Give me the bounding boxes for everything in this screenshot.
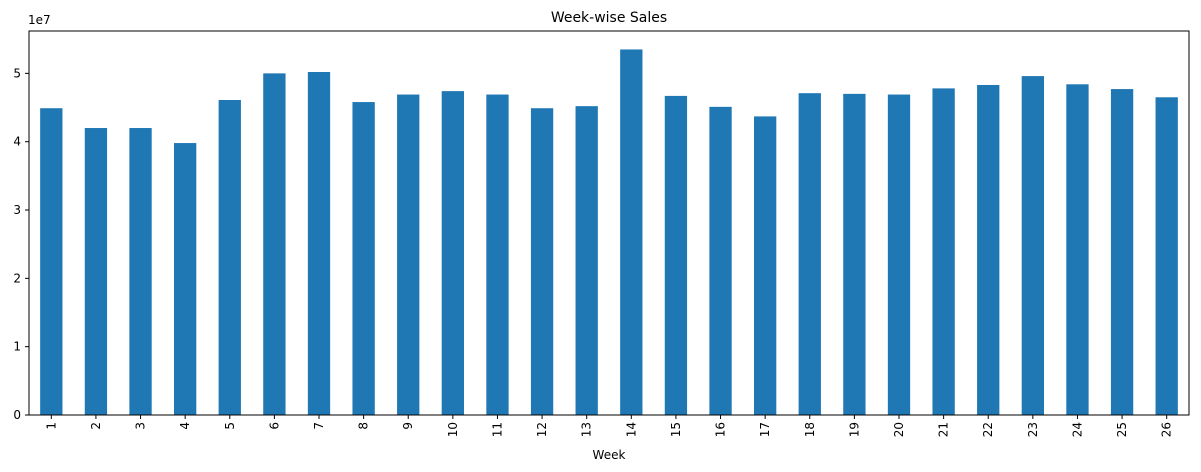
bar-week-6 (263, 73, 286, 416)
x-tick-label: 19 (847, 422, 861, 437)
bar-week-21 (932, 88, 955, 415)
bar-week-3 (129, 128, 152, 416)
x-tick-label: 25 (1115, 422, 1129, 437)
bar-week-5 (218, 100, 241, 415)
bar-week-15 (664, 95, 688, 415)
bar-week-16 (709, 106, 732, 415)
bar-week-9 (397, 94, 420, 415)
bar-week-11 (486, 94, 509, 415)
x-tick-label: 20 (892, 422, 906, 437)
x-tick-label: 26 (1160, 422, 1174, 437)
x-tick-label: 23 (1026, 422, 1040, 437)
bar-week-24 (1066, 84, 1089, 415)
x-tick-label: 5 (223, 422, 237, 430)
x-tick-label: 10 (446, 422, 460, 437)
plot-frame (28, 30, 1190, 416)
y-tick-label: 2 (13, 271, 21, 285)
x-tick-label: 18 (803, 422, 817, 437)
bar-week-25 (1110, 89, 1134, 415)
x-tick-label: 13 (580, 422, 594, 437)
y-tick-label: 1 (13, 340, 21, 354)
x-tick-label: 2 (89, 422, 103, 430)
x-tick-label: 9 (401, 422, 415, 430)
bar-week-8 (352, 102, 375, 416)
bar-week-19 (843, 93, 866, 416)
x-tick-label: 17 (758, 422, 772, 437)
bar-week-2 (84, 128, 108, 416)
x-tick-label: 21 (937, 422, 951, 437)
x-tick-label: 15 (669, 422, 683, 437)
bar-week-10 (441, 91, 464, 415)
x-tick-label: 24 (1070, 422, 1084, 437)
x-tick-label: 14 (624, 422, 638, 437)
bar-week-1 (40, 108, 63, 415)
x-tick-label: 12 (535, 422, 549, 437)
bar-week-4 (174, 143, 197, 415)
bar-week-7 (307, 71, 331, 415)
bar-week-26 (1155, 97, 1178, 415)
x-tick-label: 4 (178, 422, 192, 430)
y-scale-label: 1e7 (28, 13, 51, 27)
x-tick-label: 22 (981, 422, 995, 437)
x-axis-ticks: 1 2 3 4 5 6 7 8 9 10 11 12 13 14 15 16 17 18 19 20 21 22 23 24 2… (44, 415, 1174, 437)
bar-week-13 (575, 106, 598, 415)
y-tick-label: 3 (13, 203, 21, 217)
bar-week-18 (798, 93, 821, 416)
chart-title: Week-wise Sales (551, 10, 667, 26)
x-tick-label: 11 (490, 422, 504, 437)
y-tick-label: 0 (13, 408, 21, 422)
bar-week-20 (887, 94, 911, 415)
x-tick-label: 1 (44, 422, 58, 430)
x-tick-label: 6 (267, 422, 281, 430)
x-tick-label: 16 (714, 422, 728, 437)
x-tick-label: 3 (134, 422, 148, 430)
y-tick-label: 5 (13, 66, 21, 80)
y-axis-ticks: 0 1 2 3 4 5 (13, 66, 29, 422)
bar-week-22 (977, 84, 1000, 416)
bars-group (40, 49, 1178, 416)
bar-week-17 (754, 116, 777, 416)
x-tick-label: 7 (312, 422, 326, 430)
bar-week-12 (530, 108, 554, 415)
bar-week-23 (1021, 76, 1044, 416)
y-tick-label: 4 (13, 135, 21, 149)
x-tick-label: 8 (357, 422, 371, 430)
x-axis-label: Week (593, 448, 626, 462)
bar-week-14 (620, 49, 643, 416)
